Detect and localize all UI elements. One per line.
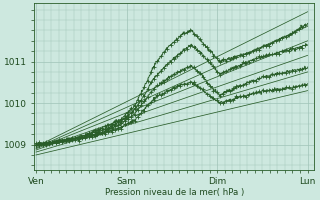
X-axis label: Pression niveau de la mer( hPa ): Pression niveau de la mer( hPa ) (105, 188, 244, 197)
